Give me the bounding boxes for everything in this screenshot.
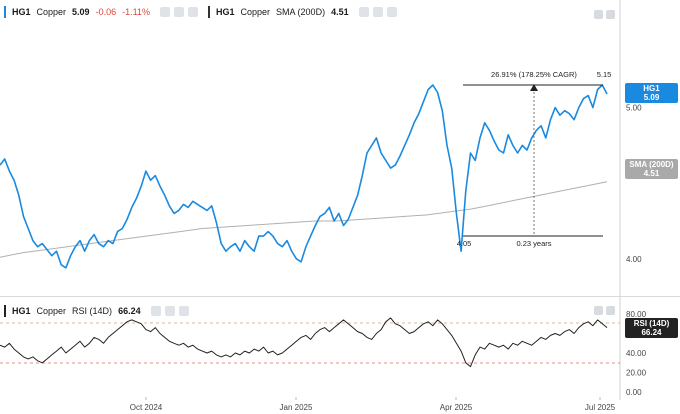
price-tick-label: 5.00 — [626, 104, 642, 113]
series-color-marker — [4, 6, 6, 18]
price-tag-value: 5.09 — [643, 93, 660, 102]
rsi-tick-label: 0.00 — [626, 388, 642, 397]
settings-icon[interactable] — [164, 306, 175, 316]
price-tag: HG1 5.09 — [625, 83, 678, 103]
close-icon[interactable] — [187, 7, 198, 17]
measure-duration-label: 0.23 years — [516, 239, 551, 248]
price-tick-label: 4.00 — [626, 255, 642, 264]
legend-symbol: HG1 — [12, 306, 31, 316]
sma-series — [0, 181, 608, 258]
maximize-icon[interactable] — [594, 306, 603, 315]
time-tick-label: Jul 2025 — [585, 403, 616, 412]
legend-change-pct: -1.11% — [122, 7, 150, 17]
time-tick-label: Apr 2025 — [440, 403, 473, 412]
rsi-tick-label: 20.00 — [626, 369, 647, 378]
measure-high-label: 5.15 — [597, 70, 612, 79]
rsi-series — [0, 317, 608, 368]
rsi-tick-label: 80.00 — [626, 310, 647, 319]
sma-legend: HG1 Copper SMA (200D) 4.51 — [208, 4, 397, 20]
edit-icon[interactable] — [150, 306, 161, 316]
sma-tag: SMA (200D) 4.51 — [625, 159, 678, 179]
sma-line — [0, 181, 608, 258]
price-tag-symbol: HG1 — [643, 84, 660, 93]
maximize-icon[interactable] — [594, 10, 603, 19]
legend-indicator: RSI (14D) — [72, 306, 113, 316]
price-pane-tools — [594, 10, 615, 19]
edit-icon[interactable] — [159, 7, 170, 17]
price-series — [0, 84, 608, 269]
legend-indicator: SMA (200D) — [276, 7, 326, 17]
rsi-line — [0, 317, 608, 368]
measure-low-label: 4.05 — [457, 239, 472, 248]
close-icon[interactable] — [386, 7, 397, 17]
legend-name: Copper — [240, 7, 271, 17]
edit-icon[interactable] — [358, 7, 369, 17]
time-tick-label: Oct 2024 — [130, 403, 163, 412]
price-legend: HG1 Copper 5.09 -0.06 -1.11% — [4, 4, 198, 20]
price-line — [0, 84, 608, 269]
rsi-pane-tools — [594, 306, 615, 315]
pane-divider[interactable] — [0, 296, 680, 297]
rsi-legend: HG1 Copper RSI (14D) 66.24 — [4, 303, 189, 319]
sma-tag-label: SMA (200D) — [629, 160, 674, 169]
settings-icon[interactable] — [173, 7, 184, 17]
rsi-tag: RSI (14D) 66.24 — [625, 318, 678, 338]
legend-symbol: HG1 — [12, 7, 31, 17]
series-color-marker — [208, 6, 210, 18]
rsi-tick-label: 40.00 — [626, 349, 647, 358]
settings-icon[interactable] — [372, 7, 383, 17]
legend-last-price: 5.09 — [72, 7, 90, 17]
series-color-marker — [4, 305, 6, 317]
legend-change: -0.06 — [95, 7, 117, 17]
rsi-tag-value: 66.24 — [641, 328, 662, 337]
close-icon[interactable] — [606, 306, 615, 315]
time-tick-label: Jan 2025 — [280, 403, 313, 412]
price-axis: 4.00 5.00 — [626, 104, 642, 264]
legend-sma-value: 4.51 — [331, 7, 349, 17]
close-icon[interactable] — [178, 306, 189, 316]
legend-symbol: HG1 — [216, 7, 235, 17]
measure-tool[interactable]: 26.91% (178.25% CAGR) 5.15 4.05 0.23 yea… — [457, 70, 612, 248]
measure-arrow-icon — [530, 84, 538, 91]
legend-name: Copper — [36, 306, 67, 316]
legend-name: Copper — [36, 7, 67, 17]
sma-tag-value: 4.51 — [643, 169, 660, 178]
time-axis: Oct 2024 Jan 2025 Apr 2025 Jul 2025 — [130, 397, 616, 412]
rsi-tag-label: RSI (14D) — [633, 319, 670, 328]
close-icon[interactable] — [606, 10, 615, 19]
measure-change-label: 26.91% (178.25% CAGR) — [491, 70, 577, 79]
legend-rsi-value: 66.24 — [118, 306, 141, 316]
